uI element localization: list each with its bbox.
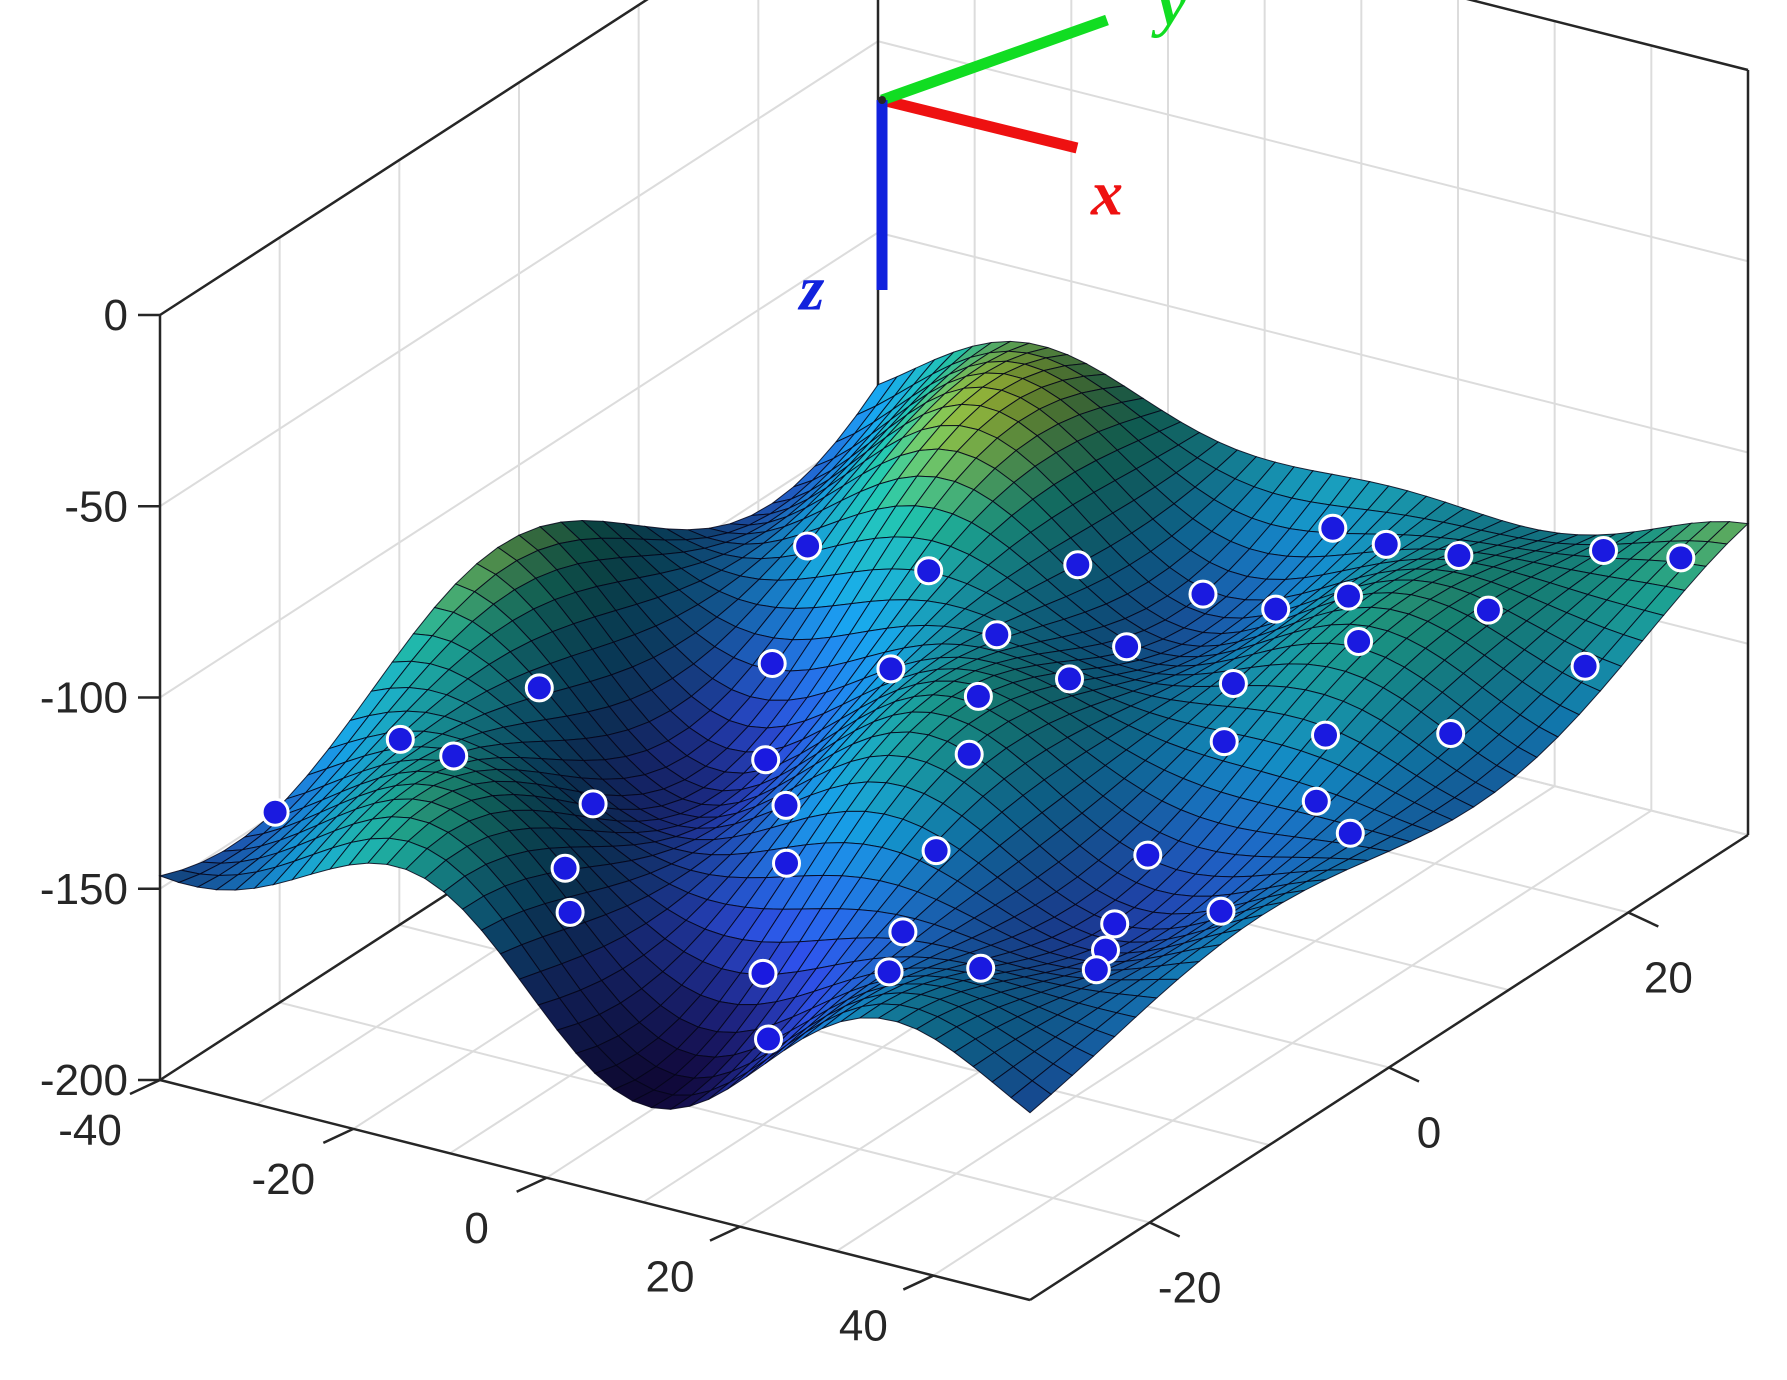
data-point [1100,909,1130,939]
data-point [954,739,984,769]
y-tick-label: 20 [1644,954,1693,1003]
y-tick [1149,1221,1181,1238]
data-point [888,917,918,947]
data-point [966,953,996,983]
data-point [1444,541,1474,570]
data-point [1055,664,1084,694]
data-point [771,790,801,820]
surface-mesh [158,340,1750,1114]
data-point [524,673,554,703]
z-tick-label: -200 [40,1056,128,1105]
x-tick [322,1127,354,1145]
data-point [1334,581,1363,611]
x-tick-label: 40 [839,1302,888,1351]
data-point [982,620,1012,650]
x-tick-label: 20 [646,1253,695,1302]
data-point [1209,727,1239,757]
x-tick-label: -20 [252,1155,316,1204]
data-point [754,1024,783,1054]
data-point [876,654,906,684]
y-tick [1388,1066,1420,1083]
y-tick-label: -20 [1158,1264,1222,1313]
data-point [1133,840,1163,870]
data-point [874,957,904,987]
data-point [1311,720,1340,750]
data-point [1206,896,1236,926]
coordinate-frame: x y z [798,0,1187,324]
x-tick-label: 0 [464,1204,488,1253]
data-point [1666,543,1696,573]
data-point [1261,594,1291,624]
data-point [1589,536,1618,565]
data-point [1344,627,1374,656]
frame-label-x: x [1090,158,1123,229]
data-point [1318,513,1348,543]
y-tick [1627,911,1659,928]
data-point [757,649,787,678]
frame-label-z: z [798,253,825,324]
frame-label-y: y [1151,0,1187,39]
z-tick-label: 0 [104,291,128,340]
axes-box-edge [1466,0,1749,72]
x-tick [902,1274,934,1291]
frame-origin [878,96,886,104]
z-tick-label: -100 [40,674,128,723]
data-point [1301,786,1331,816]
data-point [1335,818,1365,848]
data-point [748,958,778,988]
data-point [1436,719,1466,748]
grid-line [159,40,879,508]
x-tick [129,1078,161,1096]
data-point [260,797,290,827]
data-point [550,853,580,883]
z-tick-label: -150 [40,865,128,914]
data-point [921,836,951,866]
data-point [1473,595,1503,625]
data-point [1570,651,1600,681]
grid-line [877,40,1749,263]
data-point [385,724,415,754]
data-point [772,848,801,878]
data-point [1063,550,1093,580]
data-point [914,556,944,586]
data-point [963,681,993,711]
data-point [1188,579,1218,609]
data-point [1371,529,1401,559]
frame-axis-y [880,14,1109,106]
data-point [751,745,781,775]
data-point [1081,955,1111,985]
grid-line [159,231,879,699]
frame-axis-x [880,94,1079,154]
surface-patch [1010,1080,1052,1114]
x-tick [516,1176,548,1193]
axes-box-edge [159,1078,1031,1302]
grid-line [279,1001,1150,1224]
data-point [555,897,585,927]
data-point [439,741,469,771]
data-point [793,531,823,561]
x-tick [709,1225,741,1242]
grid-line [877,231,1749,454]
z-tick-label: -50 [64,482,128,531]
data-point [1218,669,1248,698]
axes-box-edge [159,0,649,317]
y-tick-label: 0 [1417,1109,1441,1158]
data-point [578,789,608,819]
x-tick-label: -40 [58,1106,122,1155]
data-point [1112,632,1142,662]
data-points [260,513,1696,1054]
